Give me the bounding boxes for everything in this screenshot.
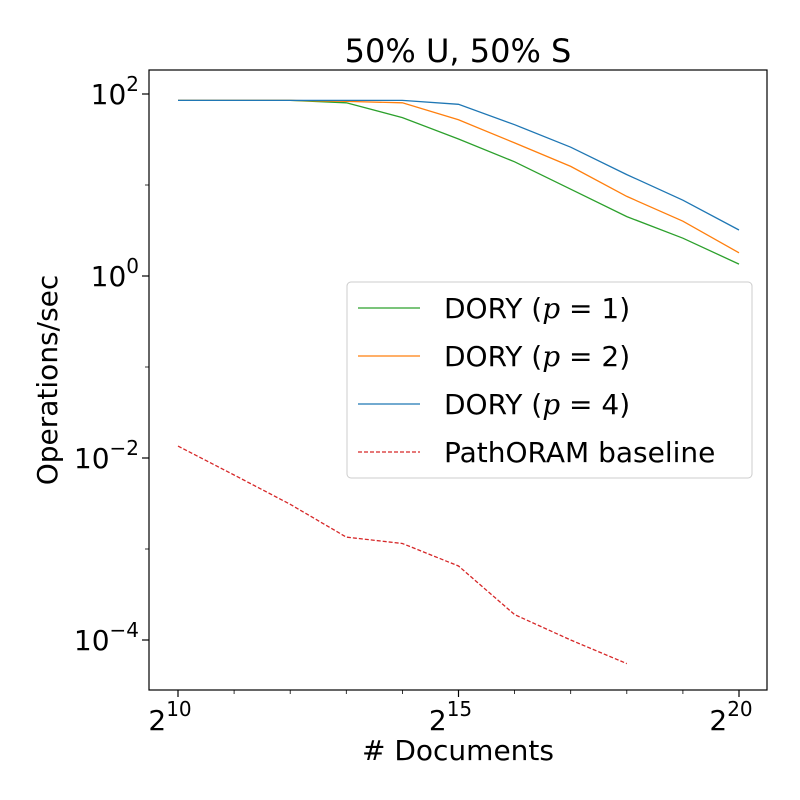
legend-label: DORY (p = 1)	[444, 292, 630, 325]
y-axis: 102 100 10−2 10−4	[74, 72, 149, 657]
y-tick-label: 102	[91, 72, 139, 111]
x-tick-label: 220	[709, 697, 752, 737]
y-tick-label: 10−4	[74, 618, 139, 657]
x-tick-label: 210	[148, 697, 191, 737]
y-axis-label: Operations/sec	[31, 275, 64, 486]
y-tick-label: 100	[91, 254, 139, 293]
plot-area-lines	[177, 99, 740, 665]
x-axis: 210 215 220	[148, 690, 753, 737]
legend-label: DORY (p = 4)	[444, 388, 630, 421]
series-line-3	[178, 99, 740, 231]
legend-label: PathORAM baseline	[444, 436, 715, 469]
legend: DORY (p = 1) DORY (p = 2) DORY (p = 4) Path…	[346, 281, 753, 479]
legend-label: DORY (p = 2)	[444, 340, 630, 373]
series-line-4	[177, 445, 628, 665]
y-tick-label: 10−2	[74, 436, 139, 475]
legend-box	[346, 281, 753, 479]
x-axis-label: # Documents	[362, 734, 554, 767]
chart-title: 50% U, 50% S	[345, 32, 572, 70]
x-tick-label: 215	[429, 697, 472, 737]
